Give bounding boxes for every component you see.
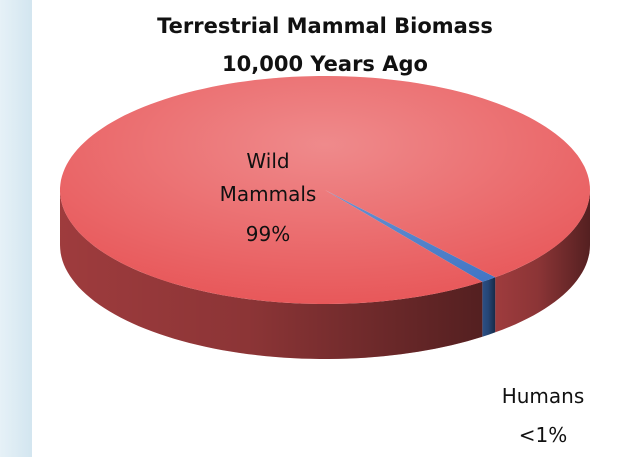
slice-label: Wild Mammals bbox=[219, 149, 317, 206]
slice-value-label: 99% bbox=[245, 222, 291, 246]
slice-side-shade bbox=[60, 190, 483, 359]
slice-label: Humans bbox=[501, 384, 585, 408]
top-highlight bbox=[60, 76, 590, 304]
chart-subtitle: 10,000 Years Ago bbox=[222, 52, 428, 76]
slice-value-label: <1% bbox=[518, 423, 568, 447]
slice-side-shade bbox=[482, 277, 496, 337]
chart-title: Terrestrial Mammal Biomass bbox=[157, 14, 493, 38]
slice-side-shade bbox=[495, 190, 590, 333]
side-panel bbox=[0, 0, 32, 457]
